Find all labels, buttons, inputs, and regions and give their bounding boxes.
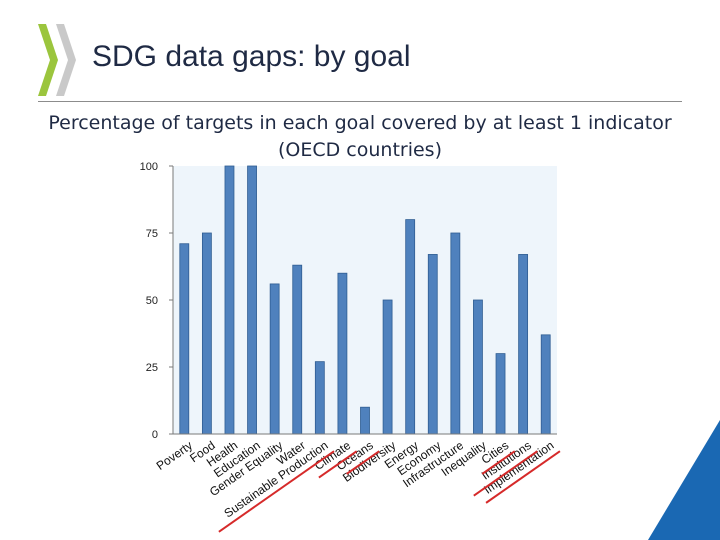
underline-climate <box>318 450 358 479</box>
bar-sustainable-production <box>314 361 325 435</box>
y-tick-label: 0 <box>152 429 158 441</box>
bar-infrastructure <box>450 232 461 435</box>
y-tick-label: 100 <box>140 161 158 173</box>
plot-area <box>173 166 557 434</box>
bar-climate <box>337 272 348 435</box>
underline-cities <box>481 450 516 475</box>
bar-oceans <box>360 406 370 435</box>
bar-cities <box>495 353 506 435</box>
bar-food <box>201 232 212 435</box>
underline-oceans <box>346 450 380 475</box>
bar-institutions <box>518 254 529 435</box>
bar-water <box>292 264 303 435</box>
corner-decoration <box>648 420 720 540</box>
bar-economy <box>427 254 438 435</box>
y-tick-label: 50 <box>146 295 158 307</box>
subtitle-line-2: (OECD countries) <box>277 139 442 161</box>
y-tick-label: 25 <box>146 362 158 374</box>
bar-health <box>224 165 235 435</box>
title-divider <box>38 101 682 102</box>
bar-inequality <box>473 299 483 435</box>
subtitle-line-1: Percentage of targets in each goal cover… <box>48 112 672 134</box>
logo-chevron-left <box>38 24 58 96</box>
bar-implementation <box>540 334 551 435</box>
bar-gender-equality <box>269 283 280 435</box>
underline-sustainable-production <box>218 450 335 533</box>
logo-chevron-right <box>56 24 76 96</box>
y-axis: 0 25 50 75 100 <box>140 161 174 441</box>
bar-education <box>247 165 257 435</box>
underline-institutions <box>473 450 538 497</box>
bar-energy <box>405 219 416 435</box>
y-tick-label: 75 <box>146 228 158 240</box>
slide-subtitle: Percentage of targets in each goal cover… <box>0 110 720 164</box>
oecd-logo <box>38 24 76 96</box>
bars <box>179 165 551 435</box>
underline-implementation <box>485 450 561 504</box>
bar-biodiversity <box>382 299 393 435</box>
slide-title: SDG data gaps: by goal <box>92 40 411 73</box>
bar-poverty <box>179 243 190 435</box>
highlight-underlines <box>218 450 561 533</box>
